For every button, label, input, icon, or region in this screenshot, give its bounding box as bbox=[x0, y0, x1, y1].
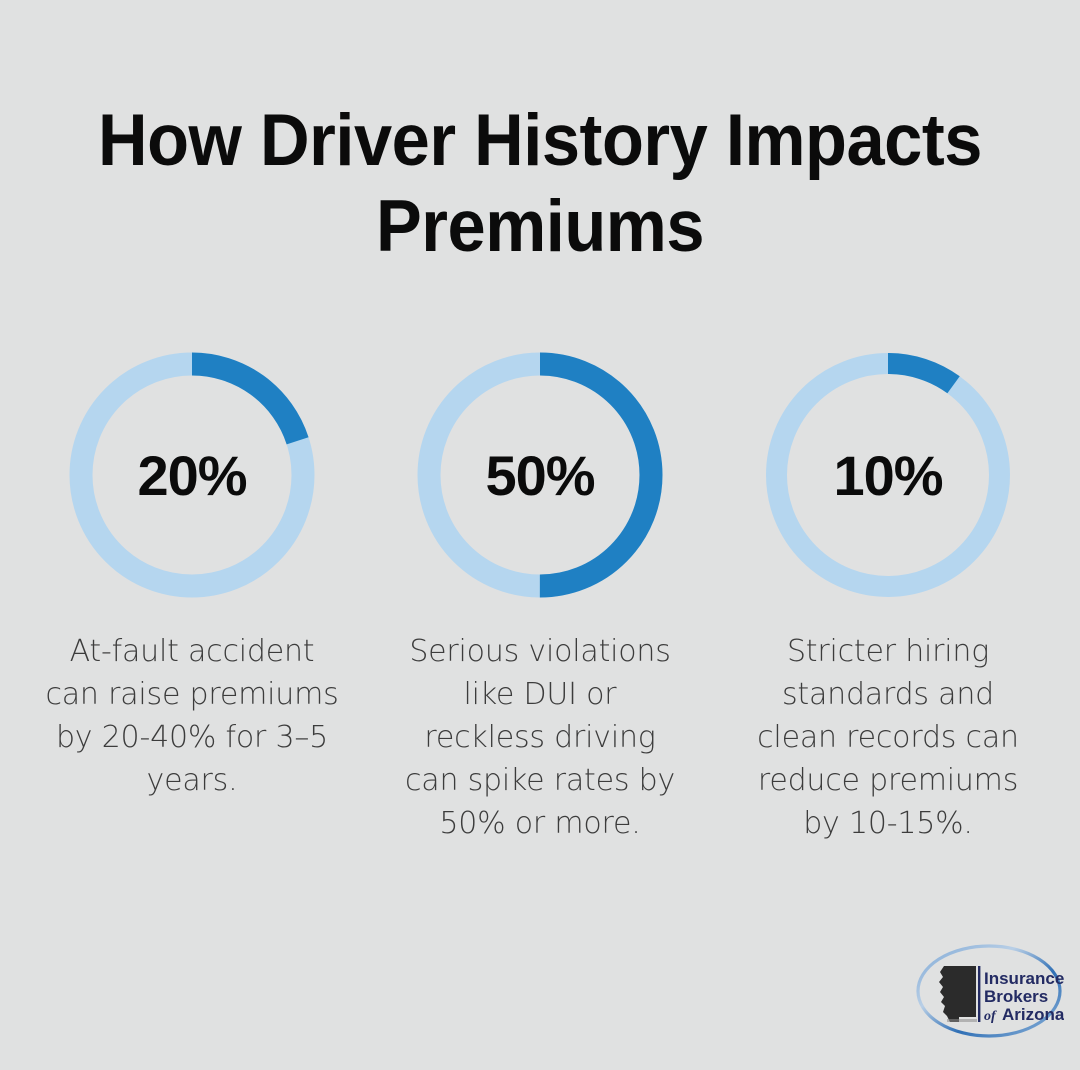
logo-divider bbox=[978, 966, 981, 1022]
brand-logo: Insurance Brokers of Arizona bbox=[914, 942, 1064, 1040]
donut-2-percent-label: 50% bbox=[485, 443, 595, 507]
donut-chart-1-svg bbox=[69, 352, 315, 598]
stat-caption-1: At-fault accident can raise premiums by … bbox=[45, 634, 339, 798]
donut-chart-3-svg bbox=[766, 353, 1010, 597]
donut-chart-2: 50% bbox=[417, 352, 663, 598]
donut-chart-row: 20% At-fault accident can raise premiums… bbox=[0, 352, 1080, 845]
logo-text-brokers: Brokers bbox=[984, 987, 1048, 1006]
stat-card-serious-violations: 50% Serious violations like DUI or reckl… bbox=[384, 352, 696, 845]
logo-shape-shadow bbox=[947, 1019, 977, 1022]
page-title-line-1: How Driver History Impacts bbox=[98, 100, 982, 181]
donut-2-value-arc bbox=[417, 352, 663, 598]
donut-3-percent-label: 10% bbox=[833, 443, 943, 507]
brand-logo-svg: Insurance Brokers of Arizona bbox=[916, 944, 1064, 1038]
page-title-line-2: Premiums bbox=[375, 186, 705, 267]
arizona-state-icon bbox=[939, 966, 976, 1022]
stat-card-at-fault-accident: 20% At-fault accident can raise premiums… bbox=[36, 352, 348, 845]
donut-3-value-arc bbox=[766, 353, 1010, 597]
stat-caption-3: Stricter hiring standards and clean reco… bbox=[757, 634, 1019, 841]
donut-1-value-arc bbox=[69, 352, 315, 598]
donut-chart-1: 20% bbox=[69, 352, 315, 598]
page-title: How Driver History Impacts Premiums bbox=[50, 98, 1030, 270]
logo-text-of: of bbox=[984, 1009, 997, 1024]
logo-text-arizona: Arizona bbox=[1002, 1005, 1064, 1024]
donut-chart-2-svg bbox=[417, 352, 663, 598]
logo-ellipse-ring bbox=[916, 944, 1062, 1038]
stat-card-stricter-hiring: 10% Stricter hiring standards and clean … bbox=[732, 352, 1044, 845]
donut-1-percent-label: 20% bbox=[137, 443, 247, 507]
donut-chart-3: 10% bbox=[765, 352, 1011, 598]
stat-caption-2: Serious violations like DUI or reckless … bbox=[404, 634, 676, 841]
logo-text-insurance: Insurance bbox=[984, 969, 1064, 988]
